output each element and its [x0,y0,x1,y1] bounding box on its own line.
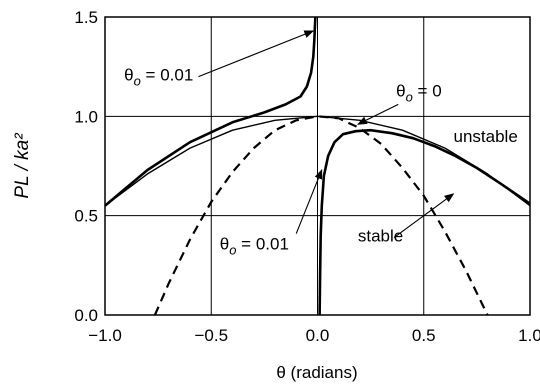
series-group [105,17,530,315]
annotation-arrow-1 [356,103,399,125]
y-tick-label: 1.5 [74,8,98,27]
x-tick-label: 0.0 [306,326,330,345]
grid [104,16,531,316]
x-tick-label: −1.0 [88,326,122,345]
x-tick-label: 1.0 [518,326,540,345]
annotation-arrow-3 [295,169,323,234]
y-tick-label: 0.0 [74,306,98,325]
y-tick-label: 1.0 [74,107,98,126]
series-line-2 [105,17,317,207]
annotation-label-3: θo = 0.01 [220,234,289,257]
plot-frame [104,16,531,316]
x-tick-label: −0.5 [194,326,228,345]
tick-labels: −1.0 −0.5 0.0 0.5 1.0 0.0 0.5 1.0 1.5 [74,8,540,345]
annotation-arrow-4 [393,193,455,238]
series-line-3 [318,128,530,315]
series-line-1 [153,115,489,315]
y-tick-label: 0.5 [74,207,98,226]
annotations: θo = 0.01 θo = 0 unstable θo = 0.01 stable [124,30,518,257]
x-tick-label: 0.5 [412,326,436,345]
annotation-label-4: stable [358,226,403,245]
x-axis-label: θ (radians) [276,363,357,382]
annotation-label-1: θo = 0 [396,81,442,104]
annotation-arrow-0 [198,30,315,78]
annotation-label-2: unstable [454,127,518,146]
annotation-label-0: θo = 0.01 [124,66,193,89]
y-axis-label: PL / ka² [12,133,33,199]
